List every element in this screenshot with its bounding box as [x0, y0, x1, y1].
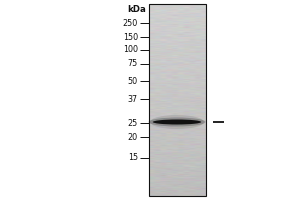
Bar: [148, 4, 206, 196]
Text: 20: 20: [128, 132, 138, 142]
Text: 25: 25: [128, 118, 138, 128]
Text: 75: 75: [128, 60, 138, 68]
Text: 100: 100: [123, 46, 138, 54]
Text: 50: 50: [128, 76, 138, 86]
Text: kDa: kDa: [127, 4, 146, 14]
Text: 150: 150: [123, 32, 138, 42]
Text: 37: 37: [128, 95, 138, 104]
Ellipse shape: [153, 119, 201, 124]
Text: 250: 250: [123, 19, 138, 27]
Text: 15: 15: [128, 154, 138, 162]
Ellipse shape: [150, 115, 204, 129]
Bar: [148, 4, 206, 196]
Ellipse shape: [148, 117, 206, 127]
